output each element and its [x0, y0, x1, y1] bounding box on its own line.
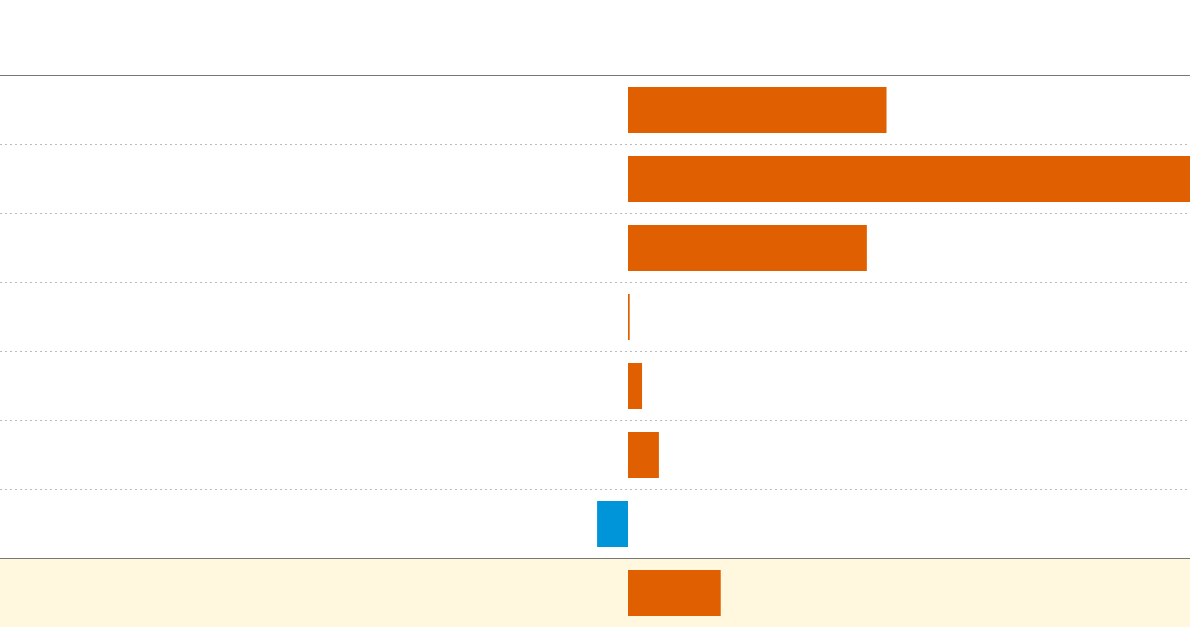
bar-2 [628, 156, 1190, 202]
bar-8 [628, 570, 721, 616]
bar-7 [597, 501, 628, 547]
bar-1 [628, 87, 887, 133]
bar-4 [628, 294, 630, 340]
bar-5 [628, 363, 643, 409]
bar-3 [628, 225, 867, 271]
highlight-row-background [0, 558, 1190, 627]
bar-6 [628, 432, 659, 478]
